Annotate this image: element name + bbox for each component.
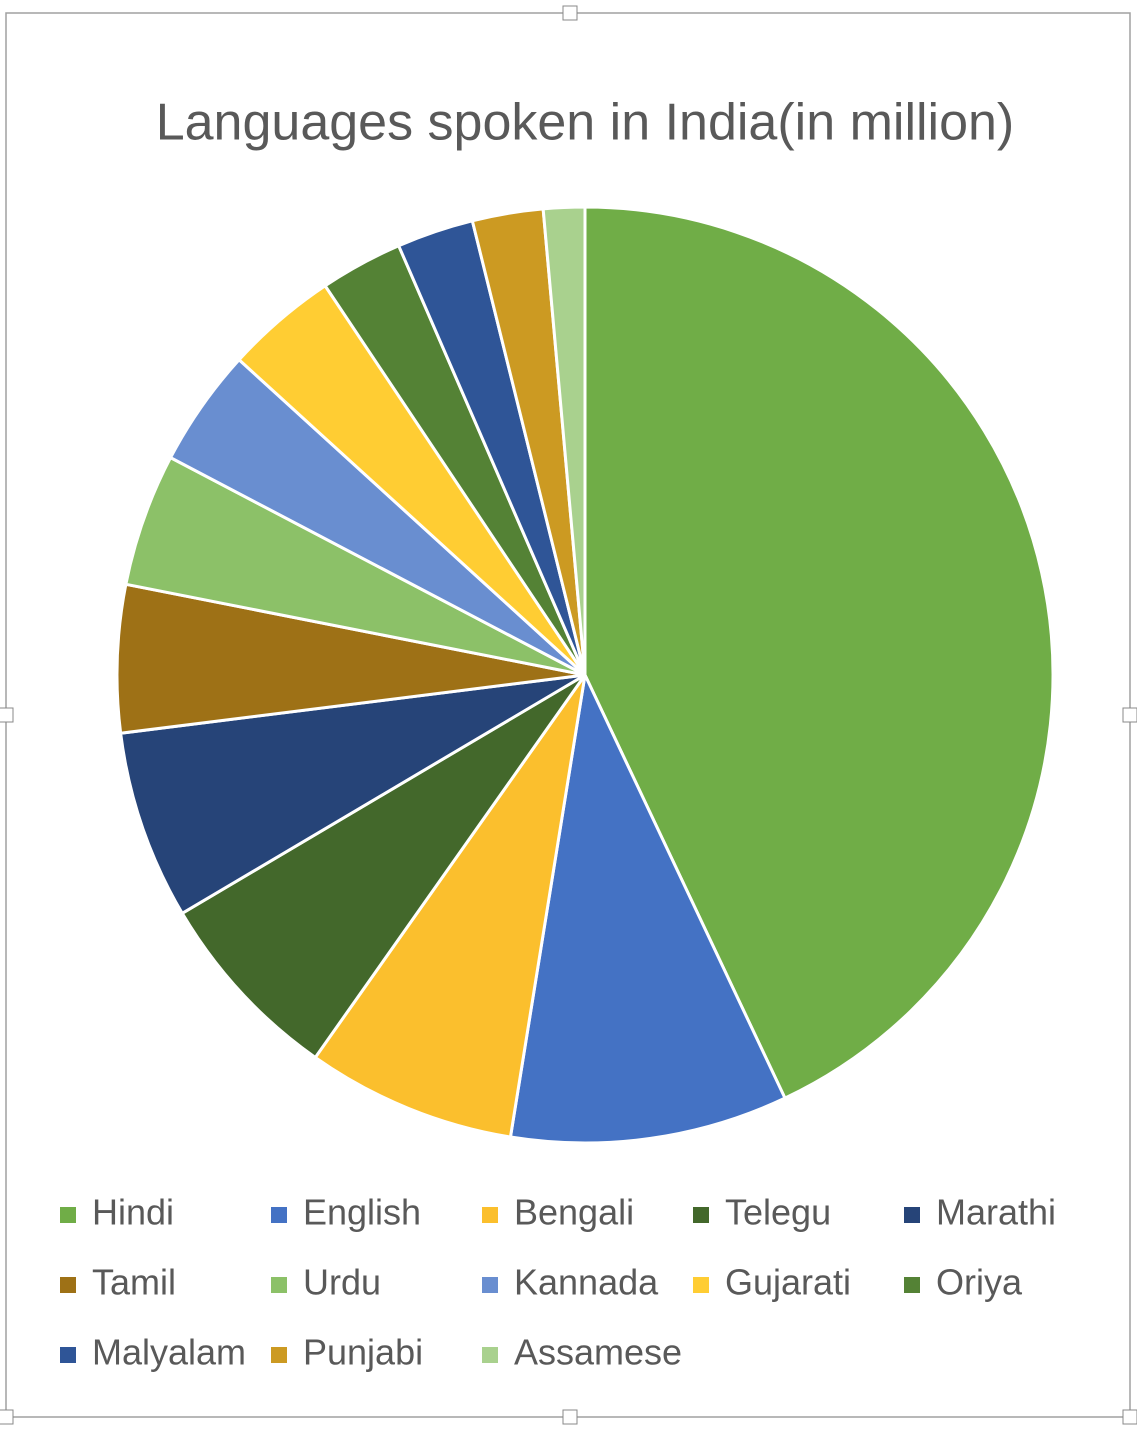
pie-slice [313,674,587,1139]
pie-slice [118,673,586,916]
legend-swatch [60,1347,76,1363]
resize-handle[interactable] [1122,1409,1137,1425]
legend-swatch [904,1277,920,1293]
legend-swatch [693,1277,709,1293]
pie-slice [180,673,587,1060]
resize-handle[interactable] [562,5,578,21]
pie-slice [508,669,787,1145]
legend-label: Hindi [92,1192,174,1233]
legend-label: Gujarati [725,1262,851,1303]
legend-label: Tamil [92,1262,176,1303]
resize-handle[interactable] [562,1409,578,1425]
legend-swatch [60,1207,76,1223]
legend-label: Assamese [514,1332,682,1373]
legend-label: English [303,1192,421,1233]
resize-handle[interactable] [1122,707,1137,723]
legend-label: Kannada [514,1262,659,1303]
legend-label: Punjabi [303,1332,423,1373]
legend-label: Malyalam [92,1332,246,1373]
legend-swatch [482,1207,498,1223]
legend-swatch [904,1207,920,1223]
resize-handle[interactable] [0,707,14,723]
legend-label: Bengali [514,1192,634,1233]
pie-slice [115,582,586,735]
chart-title: Languages spoken in India(in million) [156,94,1015,152]
legend-swatch [271,1207,287,1223]
legend-label: Marathi [936,1192,1056,1233]
legend-swatch [271,1277,287,1293]
legend-swatch [693,1207,709,1223]
legend-label: Urdu [303,1262,381,1303]
legend-swatch [271,1347,287,1363]
legend-label: Telegu [725,1192,831,1233]
resize-handle[interactable] [0,1409,14,1425]
pie-slice [583,205,1055,1101]
pie-slice [541,205,587,676]
legend-swatch [482,1277,498,1293]
legend-swatch [60,1277,76,1293]
legend-swatch [482,1347,498,1363]
legend-label: Oriya [936,1262,1023,1303]
